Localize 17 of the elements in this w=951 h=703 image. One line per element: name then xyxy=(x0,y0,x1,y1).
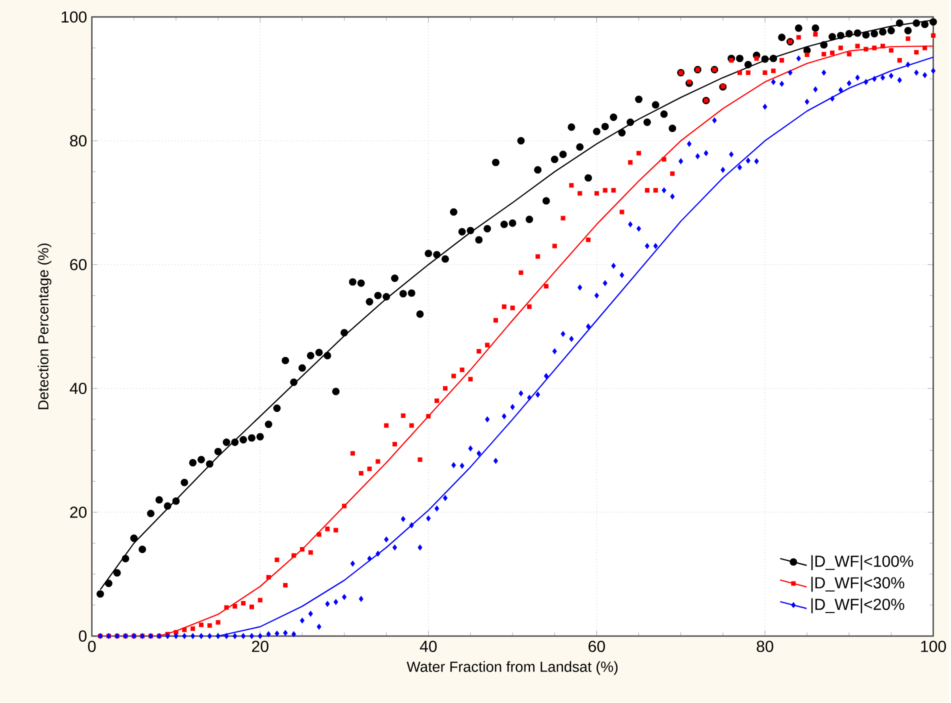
x-tick-label: 20 xyxy=(252,640,268,652)
y-tick-label: 20 xyxy=(70,506,87,518)
y-tick-label: 100 xyxy=(62,11,87,23)
x-tick-label: 40 xyxy=(420,640,437,652)
y-tick-label: 60 xyxy=(70,258,87,270)
y-tick-label: 80 xyxy=(70,135,87,146)
x-tick-label: 0 xyxy=(88,640,96,652)
legend-label: |D_WF|<30% xyxy=(811,576,904,592)
x-tick-label: 60 xyxy=(588,640,605,652)
x-tick-label: 80 xyxy=(756,640,774,652)
legend-label: |D_WF|<100% xyxy=(811,555,914,570)
y-axis-title: Detection Percentage (%) xyxy=(38,244,52,410)
x-axis-title: Water Fraction from Landsat (%) xyxy=(406,661,618,675)
y-tick-label: 40 xyxy=(70,382,87,394)
legend-label: |D_WF|<20% xyxy=(811,598,904,614)
y-tick-label: 0 xyxy=(78,630,87,642)
x-tick-label: 100 xyxy=(921,640,946,652)
